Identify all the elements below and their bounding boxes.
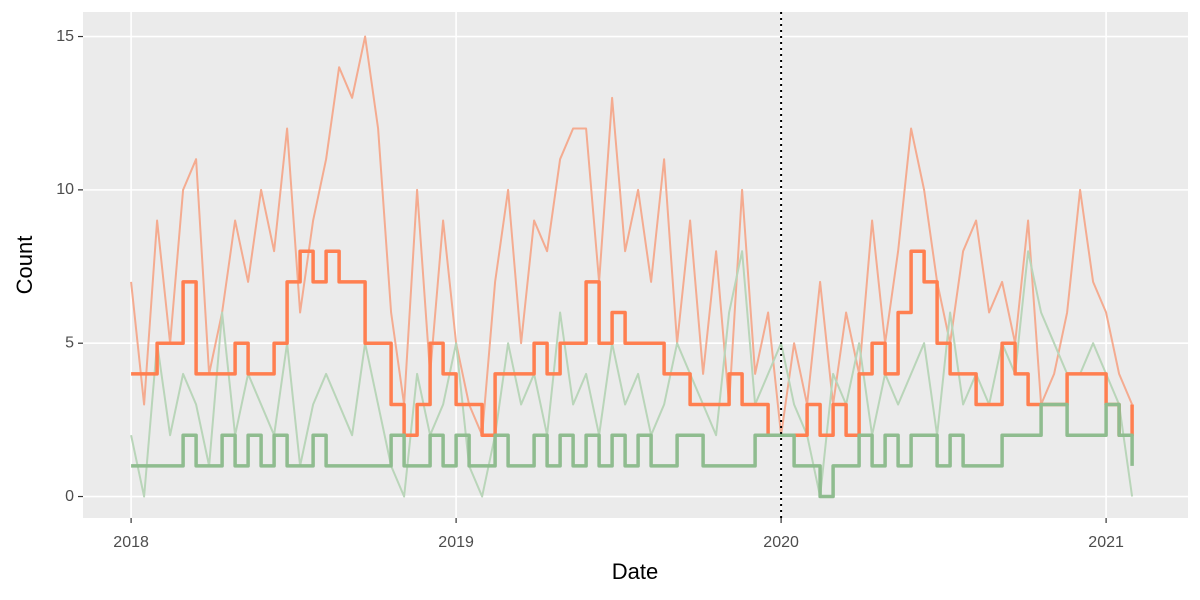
- x-tick-label: 2020: [763, 534, 799, 551]
- y-tick-label: 5: [65, 334, 74, 351]
- y-tick-label: 0: [65, 488, 74, 505]
- x-tick-label: 2019: [438, 534, 474, 551]
- count-line: [130, 250, 1134, 498]
- y-axis-title: Count: [12, 236, 37, 295]
- trend-line: [131, 402, 1134, 499]
- y-tick-label: 10: [56, 181, 74, 198]
- x-tick-label: 2021: [1088, 534, 1124, 551]
- x-axis-title: Date: [612, 559, 658, 584]
- x-tick-label: 2018: [113, 534, 149, 551]
- trend-line: [131, 249, 1134, 437]
- y-tick-label: 15: [56, 28, 74, 45]
